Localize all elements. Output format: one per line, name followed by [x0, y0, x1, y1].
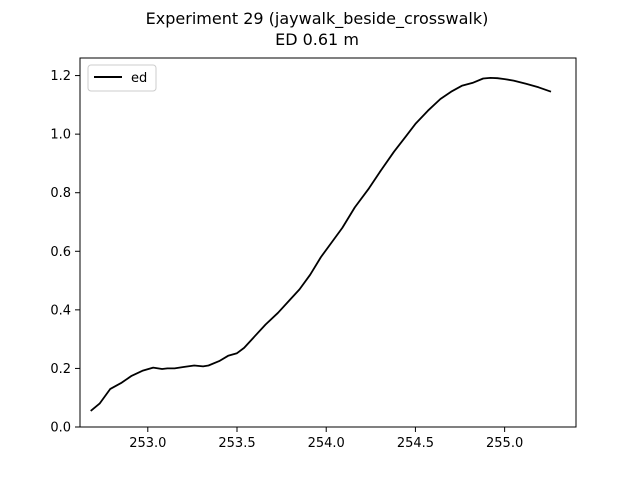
x-tick-label: 253.0 [129, 436, 166, 451]
legend: ed [87, 64, 157, 92]
y-tick-label: 0.0 [50, 421, 71, 436]
plot-frame [79, 57, 577, 428]
x-tick-label: 254.5 [397, 436, 434, 451]
y-tick-label: 1.0 [50, 128, 71, 143]
y-tick-label: 0.4 [50, 303, 71, 318]
x-tick-label: 253.5 [218, 436, 255, 451]
series-line-ed [90, 77, 552, 412]
y-tick-label: 1.2 [50, 69, 71, 84]
series-layer [90, 77, 552, 412]
chart-title: Experiment 29 (jaywalk_beside_crosswalk) [146, 9, 489, 29]
axis-ticks: 253.0 253.5 254.0 254.5 255.0 0.0 0.2 0.4 0.6 0.8… [50, 69, 523, 451]
legend-label-ed: ed [131, 71, 147, 86]
x-tick-label: 254.0 [308, 436, 345, 451]
y-tick-label: 0.6 [50, 245, 71, 260]
y-tick-label: 0.8 [50, 186, 71, 201]
x-tick-label: 255.0 [486, 436, 523, 451]
y-tick-label: 0.2 [50, 362, 71, 377]
chart-subtitle: ED 0.61 m [275, 30, 359, 49]
